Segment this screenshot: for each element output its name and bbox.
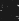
Text: 6: 6 [0, 0, 13, 21]
Text: 2: 2 [0, 0, 13, 21]
Text: 21: 21 [0, 1, 19, 21]
Text: 1: 1 [5, 0, 19, 21]
Text: 22: 22 [0, 0, 19, 19]
Text: 23: 23 [0, 0, 19, 16]
Text: 21: 21 [0, 0, 19, 17]
Text: 2: 2 [4, 0, 19, 18]
